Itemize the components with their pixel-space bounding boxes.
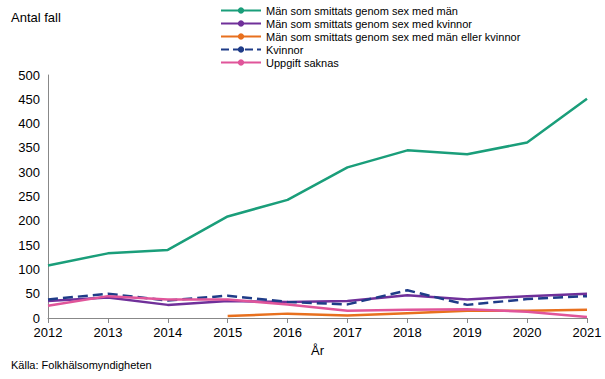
svg-text:Kvinnor: Kvinnor [266, 44, 304, 56]
svg-text:Uppgift saknas: Uppgift saknas [266, 57, 339, 69]
svg-text:2017: 2017 [333, 325, 362, 340]
svg-text:300: 300 [18, 165, 40, 180]
svg-text:2020: 2020 [513, 325, 542, 340]
svg-text:Män som smittats genom sex med: Män som smittats genom sex med kvinnor [266, 18, 472, 30]
svg-text:500: 500 [18, 68, 40, 83]
svg-text:200: 200 [18, 213, 40, 228]
svg-text:100: 100 [18, 262, 40, 277]
svg-text:2021: 2021 [573, 325, 602, 340]
svg-text:450: 450 [18, 92, 40, 107]
svg-text:400: 400 [18, 116, 40, 131]
svg-text:Män som smittats genom sex med: Män som smittats genom sex med män [266, 5, 458, 17]
svg-text:2013: 2013 [93, 325, 122, 340]
svg-text:2014: 2014 [153, 325, 182, 340]
svg-text:2012: 2012 [34, 325, 63, 340]
svg-text:2015: 2015 [213, 325, 242, 340]
svg-text:350: 350 [18, 140, 40, 155]
svg-text:250: 250 [18, 189, 40, 204]
svg-text:Antal fall: Antal fall [11, 10, 61, 25]
svg-text:År: År [311, 343, 325, 358]
svg-text:50: 50 [26, 286, 40, 301]
svg-text:0: 0 [33, 311, 40, 326]
svg-text:150: 150 [18, 238, 40, 253]
svg-text:2019: 2019 [453, 325, 482, 340]
svg-text:Män som smittats genom sex med: Män som smittats genom sex med män eller… [266, 31, 521, 43]
svg-text:2016: 2016 [273, 325, 302, 340]
svg-text:2018: 2018 [393, 325, 422, 340]
svg-text:Källa: Folkhälsomyndigheten: Källa: Folkhälsomyndigheten [11, 359, 152, 371]
